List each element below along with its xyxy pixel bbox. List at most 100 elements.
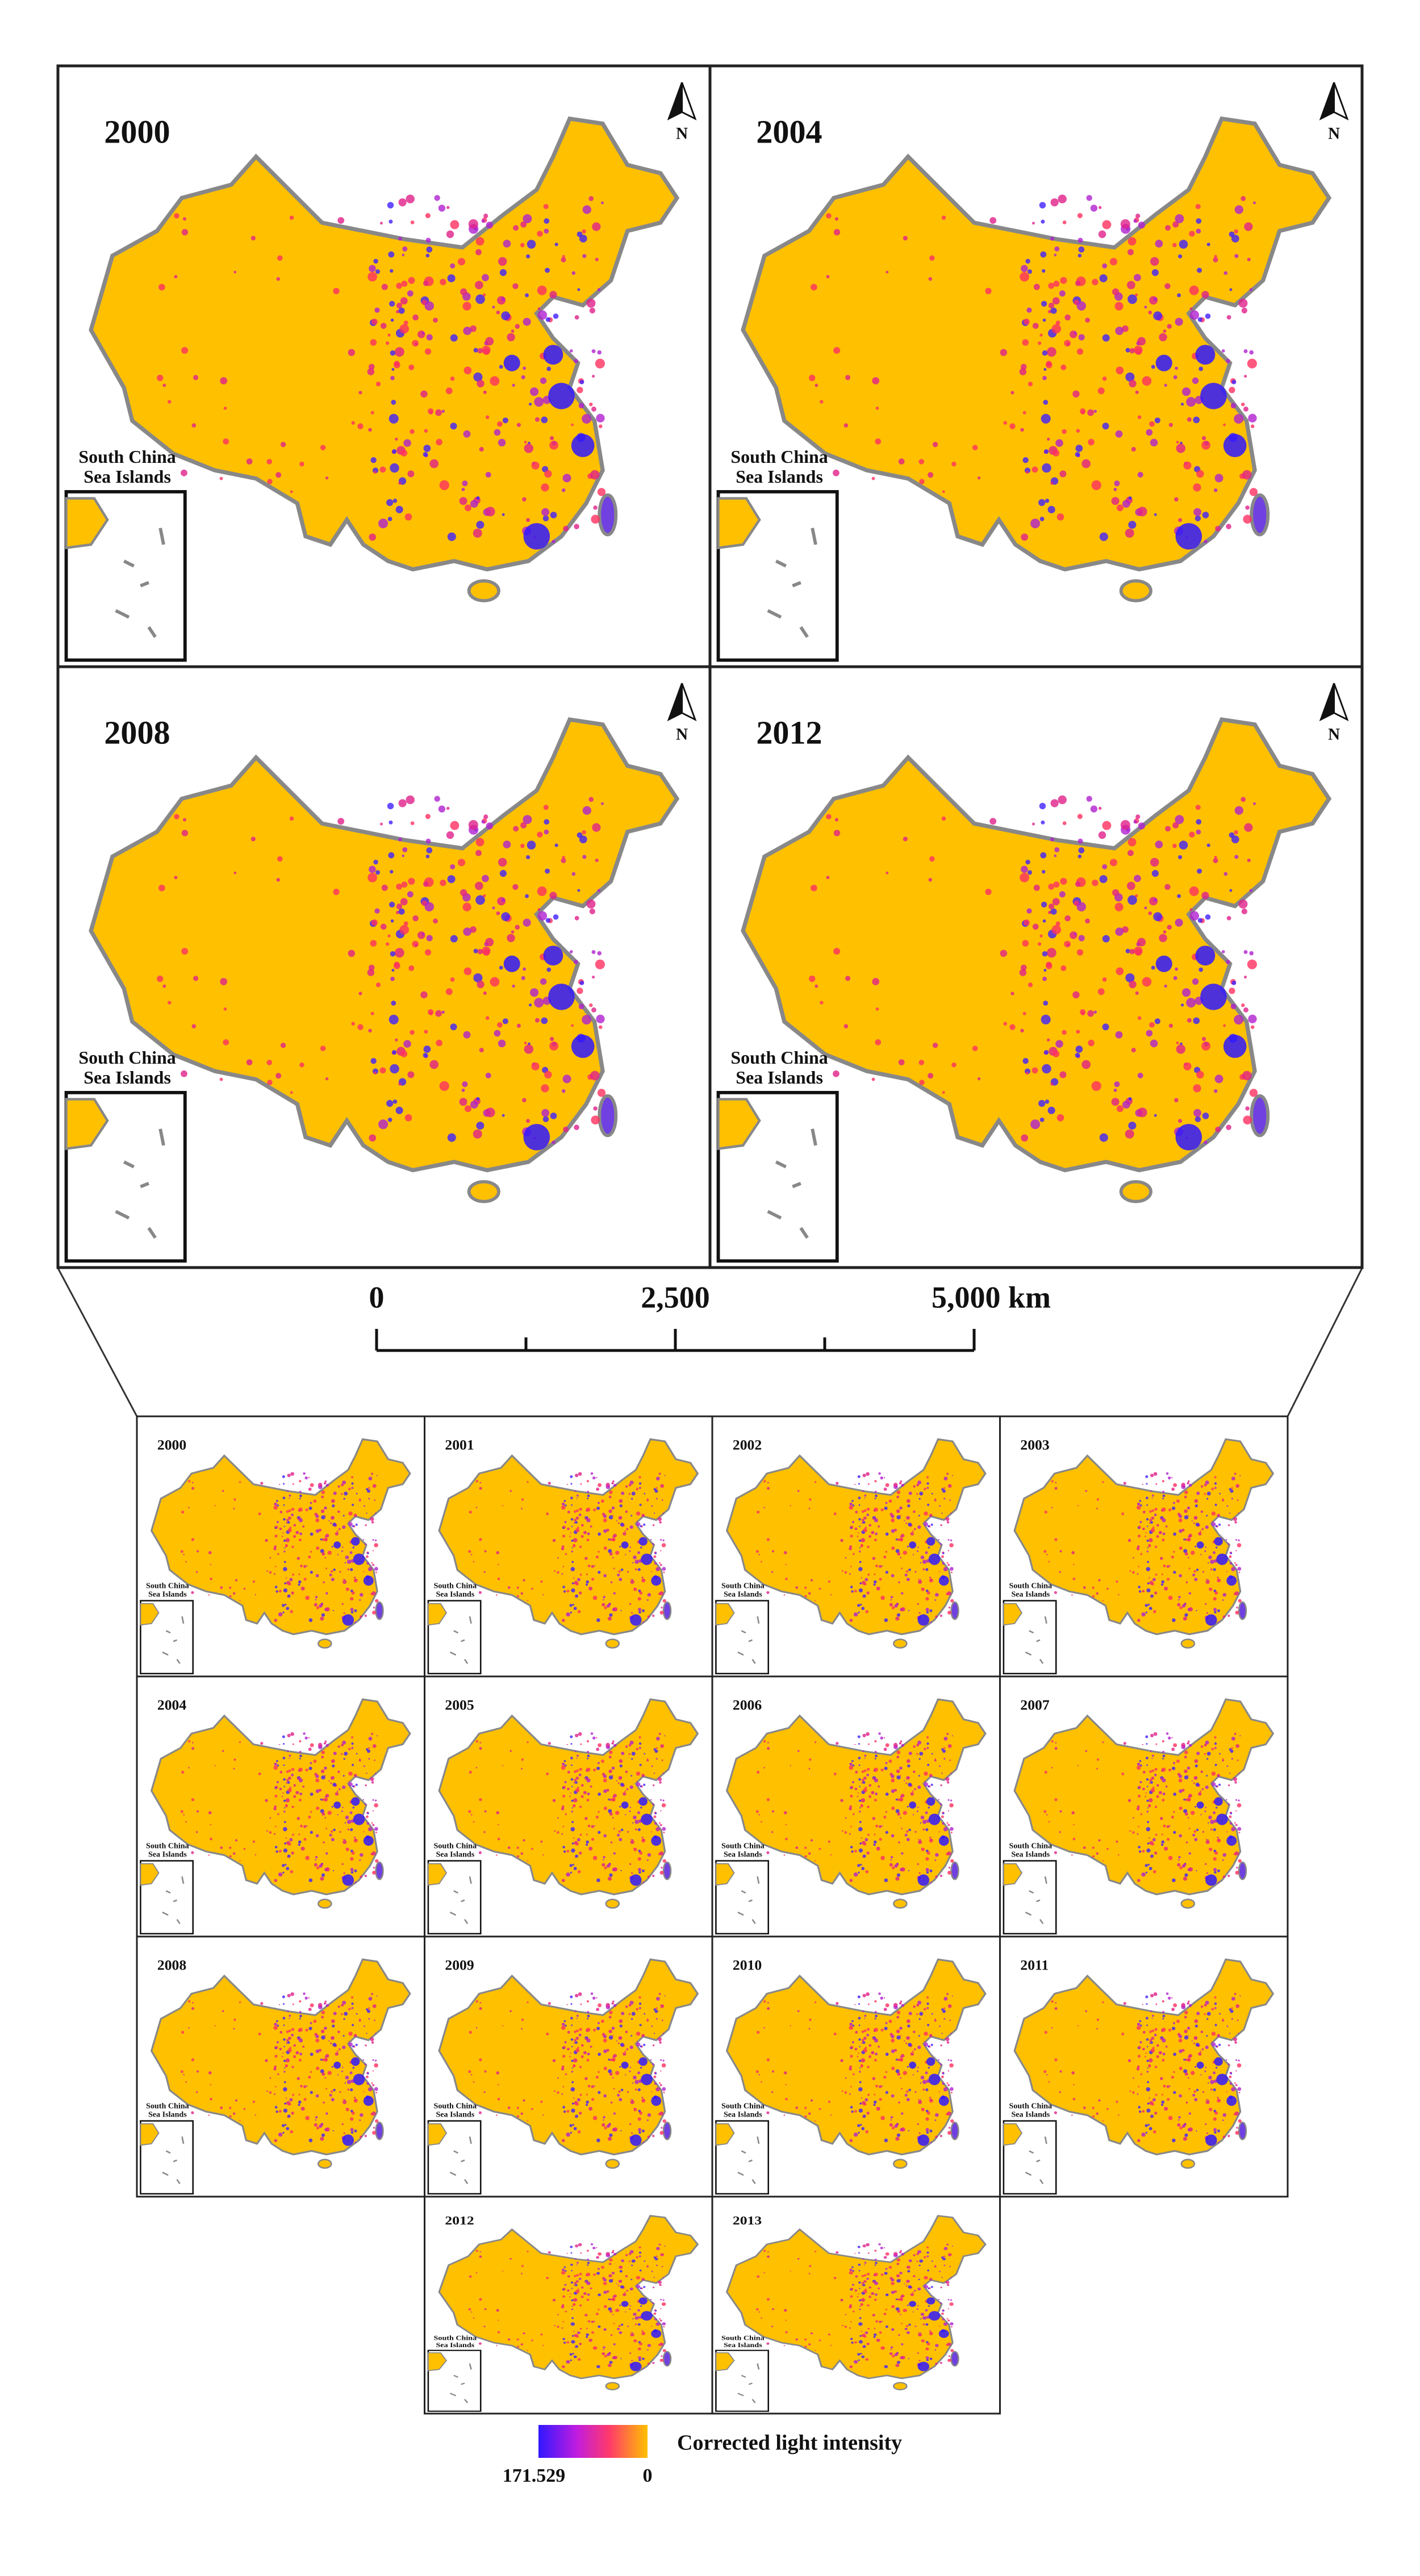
year-label: 2008 bbox=[157, 1958, 186, 1973]
inset-label: Sea Islands bbox=[736, 1068, 823, 1088]
legend-max: 171.529 bbox=[503, 2465, 566, 2486]
scale-label: 0 bbox=[369, 1280, 385, 1314]
legend-title: Corrected light intensity bbox=[677, 2431, 902, 2455]
north-arrow-shape bbox=[681, 82, 697, 120]
north-arrow-shape bbox=[681, 683, 697, 721]
inset-coast bbox=[1003, 2123, 1023, 2146]
inset-label: South China bbox=[721, 2102, 765, 2111]
inset-label: South China bbox=[434, 1842, 477, 1851]
inset-label: South China bbox=[721, 2335, 765, 2342]
inset-islands bbox=[115, 1128, 165, 1239]
north-arrow-shape bbox=[1333, 683, 1349, 721]
year-label: 2000 bbox=[104, 113, 170, 150]
inset-label: Sea Islands bbox=[1011, 2111, 1050, 2119]
inset-label: Sea Islands bbox=[1011, 1591, 1050, 1599]
inset-frame bbox=[715, 2120, 770, 2195]
inset-label: Sea Islands bbox=[148, 1851, 187, 1859]
inset-islands bbox=[449, 2363, 472, 2403]
year-label: 2004 bbox=[756, 113, 822, 150]
inset-label: Sea Islands bbox=[436, 2341, 474, 2349]
inset-frame bbox=[716, 490, 839, 662]
inset-islands bbox=[1025, 2136, 1047, 2185]
inset-islands bbox=[737, 2363, 760, 2403]
inset-label: Sea Islands bbox=[736, 467, 823, 487]
inset-label: South China bbox=[434, 2335, 477, 2342]
inset-coast bbox=[717, 1098, 761, 1151]
year-label: 2012 bbox=[756, 714, 822, 751]
year-label: 2000 bbox=[157, 1437, 186, 1453]
inset-label: South China bbox=[721, 1842, 765, 1851]
inset-islands bbox=[737, 1876, 760, 1925]
inset-label: South China bbox=[78, 447, 176, 467]
inset-label: South China bbox=[1009, 1842, 1053, 1851]
year-label: 2004 bbox=[157, 1697, 187, 1713]
inset-islands bbox=[162, 1616, 185, 1665]
inset-coast bbox=[140, 1603, 160, 1626]
zoom-line bbox=[57, 1268, 138, 1417]
north-label: N bbox=[676, 726, 688, 744]
inset-label: Sea Islands bbox=[724, 1591, 762, 1599]
inset-coast bbox=[427, 1863, 448, 1886]
north-arrow: N bbox=[667, 683, 697, 744]
inset-label: South China bbox=[1009, 1582, 1053, 1591]
inset-label: Sea Islands bbox=[1011, 1851, 1050, 1859]
inset-islands bbox=[1025, 1876, 1047, 1925]
inset-islands bbox=[449, 1876, 472, 1925]
inset-frame bbox=[715, 2349, 770, 2412]
inset-coast bbox=[140, 2123, 160, 2146]
inset-label: Sea Islands bbox=[724, 2341, 762, 2349]
inset-coast bbox=[1003, 1603, 1023, 1626]
inset-coast bbox=[427, 1603, 448, 1626]
north-arrow-shape bbox=[667, 683, 683, 721]
inset-coast bbox=[715, 1863, 735, 1886]
inset-label: Sea Islands bbox=[148, 2111, 187, 2119]
year-label: 2003 bbox=[1020, 1437, 1049, 1453]
legend-min: 0 bbox=[643, 2465, 653, 2486]
north-label: N bbox=[1328, 726, 1340, 744]
year-label: 2008 bbox=[104, 714, 170, 751]
map-frame bbox=[999, 1935, 1289, 2198]
inset-label: Sea Islands bbox=[83, 467, 171, 487]
inset-coast bbox=[715, 1603, 735, 1626]
inset-islands bbox=[737, 1616, 760, 1665]
year-label: 2009 bbox=[445, 1958, 474, 1973]
inset-islands bbox=[767, 528, 817, 638]
inset-label: Sea Islands bbox=[436, 2111, 474, 2119]
inset-islands bbox=[737, 2136, 760, 2185]
year-label: 2005 bbox=[445, 1697, 474, 1713]
north-arrow: N bbox=[667, 82, 697, 143]
inset-label: South China bbox=[434, 1582, 477, 1591]
north-arrow-shape bbox=[1333, 82, 1349, 120]
scale-label: 5,000 km bbox=[932, 1280, 1051, 1314]
inset-label: South China bbox=[1009, 2102, 1053, 2111]
inset-coast bbox=[717, 497, 761, 550]
year-label: 2006 bbox=[733, 1697, 762, 1713]
inset-coast bbox=[427, 2123, 448, 2146]
inset-label: Sea Islands bbox=[436, 1851, 474, 1859]
inset-islands bbox=[449, 1616, 472, 1665]
zoom-line bbox=[1287, 1268, 1363, 1417]
year-label: 2012 bbox=[445, 2214, 474, 2227]
scale-bar bbox=[375, 1329, 976, 1352]
north-arrow: N bbox=[1319, 82, 1349, 143]
year-label: 2002 bbox=[733, 1437, 762, 1453]
inset-frame bbox=[64, 490, 187, 662]
year-label: 2010 bbox=[733, 1958, 762, 1973]
inset-label: Sea Islands bbox=[436, 1591, 474, 1599]
inset-label: South China bbox=[146, 2102, 189, 2111]
inset-label: Sea Islands bbox=[724, 1851, 762, 1859]
